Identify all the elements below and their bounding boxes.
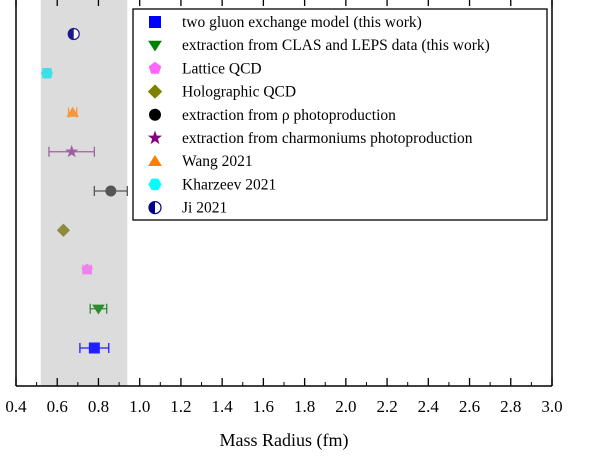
- legend-marker: [149, 202, 161, 214]
- data-point: [89, 343, 100, 354]
- data-point-group: [68, 29, 79, 40]
- x-tick-label: 0.4: [5, 397, 27, 416]
- data-point: [105, 186, 116, 197]
- x-tick-label: 0.8: [88, 397, 109, 416]
- legend-label: extraction from charmoniums photoproduct…: [182, 130, 473, 147]
- legend-item: extraction from CLAS and LEPS data (this…: [148, 37, 490, 54]
- legend-label: extraction from ρ photoproduction: [182, 107, 396, 124]
- legend-label: Kharzeev 2021: [182, 176, 276, 193]
- x-tick-label: 0.6: [47, 397, 68, 416]
- legend-marker: [149, 16, 161, 28]
- x-tick-label: 2.6: [459, 397, 480, 416]
- x-tick-label: 2.0: [335, 397, 356, 416]
- x-tick-label: 1.8: [294, 397, 315, 416]
- legend-label: Wang 2021: [182, 153, 253, 170]
- legend-label: Holographic QCD: [182, 84, 296, 101]
- x-tick-label: 2.8: [500, 397, 521, 416]
- legend-marker: [149, 109, 161, 121]
- data-point-group: [66, 107, 79, 118]
- x-tick-label: 2.2: [376, 397, 397, 416]
- x-tick-label: 2.4: [418, 397, 440, 416]
- x-tick-label: 3.0: [541, 397, 562, 416]
- legend-label: extraction from CLAS and LEPS data (this…: [182, 37, 490, 54]
- x-tick-label: 1.2: [170, 397, 191, 416]
- legend-item: extraction from charmoniums photoproduct…: [148, 130, 473, 147]
- x-tick-label: 1.4: [212, 397, 234, 416]
- legend-item: two gluon exchange model (this work): [149, 14, 422, 31]
- data-point: [68, 29, 79, 40]
- legend-label: Ji 2021: [182, 200, 227, 217]
- legend-label: Lattice QCD: [182, 60, 262, 77]
- x-axis-title: Mass Radius (fm): [220, 430, 349, 451]
- x-tick-label: 1.6: [253, 397, 274, 416]
- data-point-group: [81, 263, 93, 274]
- data-point-group: [41, 68, 53, 78]
- legend-item: extraction from ρ photoproduction: [149, 107, 396, 124]
- x-tick-label: 1.0: [129, 397, 150, 416]
- legend: two gluon exchange model (this work) extr…: [133, 9, 547, 220]
- legend-label: two gluon exchange model (this work): [182, 14, 422, 31]
